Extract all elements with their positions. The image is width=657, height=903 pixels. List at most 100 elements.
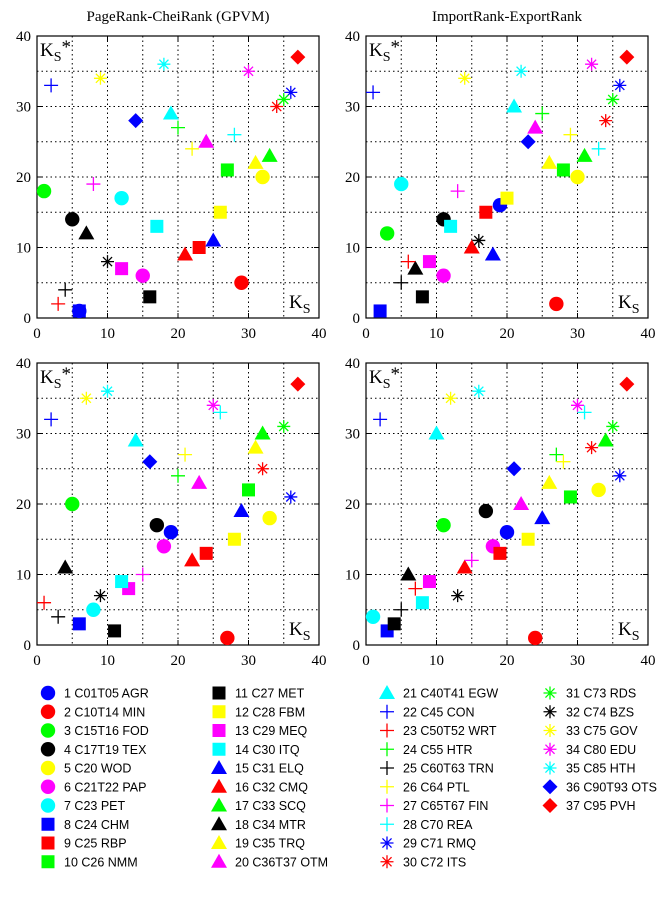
data-point-11 bbox=[108, 624, 122, 638]
legend-marker bbox=[211, 835, 227, 849]
data-point-26 bbox=[556, 454, 571, 469]
data-point-19 bbox=[541, 154, 558, 169]
data-point-10 bbox=[242, 483, 255, 497]
legend-marker bbox=[40, 704, 56, 719]
data-point-27 bbox=[464, 553, 479, 568]
panel-1: PageRank-CheiRank (GPVM) 0 10 20 30 40 0 10 20 30… bbox=[16, 9, 327, 342]
data-points bbox=[37, 376, 306, 646]
data-point-31 bbox=[606, 92, 620, 106]
legend-item-23: 23 C50T52 WRT bbox=[380, 723, 497, 738]
panel-title: PageRank-CheiRank (GPVM) bbox=[87, 9, 270, 25]
data-point-2 bbox=[528, 630, 543, 646]
data-point-22 bbox=[44, 78, 59, 93]
x-tick-label: 40 bbox=[641, 653, 656, 669]
x-tick-label: 0 bbox=[33, 326, 41, 342]
data-point-12 bbox=[500, 191, 514, 205]
data-point-14 bbox=[444, 219, 458, 233]
data-point-35 bbox=[101, 384, 114, 398]
data-point-5 bbox=[591, 482, 606, 498]
data-point-32 bbox=[101, 255, 114, 269]
legend-label: 12 C28 FBM bbox=[235, 705, 305, 719]
legend-marker bbox=[542, 798, 558, 813]
legend-marker bbox=[41, 836, 55, 850]
data-point-18 bbox=[57, 559, 74, 574]
legend-marker bbox=[543, 724, 557, 737]
data-point-7 bbox=[365, 609, 381, 624]
legend-marker bbox=[212, 705, 226, 719]
legend-label: 14 C30 ITQ bbox=[235, 743, 300, 757]
x-tick-label: 10 bbox=[429, 653, 444, 669]
legend-item-13: 13 C29 MEQ bbox=[212, 724, 308, 738]
data-points bbox=[36, 49, 306, 319]
legend-label: 2 C10T14 MIN bbox=[64, 705, 145, 719]
legend-marker bbox=[211, 760, 227, 774]
x-axis-label: KS bbox=[289, 292, 311, 317]
data-point-25 bbox=[394, 602, 409, 617]
legend-marker bbox=[543, 705, 557, 719]
legend-marker bbox=[40, 779, 56, 794]
y-tick-label: 40 bbox=[16, 29, 31, 45]
legend-marker bbox=[40, 685, 56, 701]
data-point-31 bbox=[277, 92, 291, 106]
data-point-6 bbox=[156, 539, 172, 554]
legend-label: 26 C64 PTL bbox=[403, 780, 470, 794]
legend-item-17: 17 C33 SCQ bbox=[211, 797, 306, 813]
data-point-23 bbox=[37, 595, 52, 610]
data-point-29 bbox=[613, 469, 627, 483]
legend-label: 32 C74 BZS bbox=[566, 705, 634, 719]
x-tick-label: 30 bbox=[570, 326, 585, 342]
legend-marker bbox=[543, 761, 557, 775]
legend-item-32: 32 C74 BZS bbox=[543, 705, 634, 719]
data-points bbox=[366, 49, 635, 318]
legend-item-22: 22 C45 CON bbox=[380, 704, 475, 719]
data-point-36 bbox=[128, 113, 144, 129]
legend-item-16: 16 C32 CMQ bbox=[211, 778, 308, 794]
legend-marker bbox=[41, 855, 55, 869]
data-point-11 bbox=[415, 290, 429, 304]
legend-item-21: 21 C40T41 EGW bbox=[379, 685, 498, 701]
data-point-2 bbox=[220, 630, 235, 646]
legend-label: 30 C72 ITS bbox=[403, 855, 466, 869]
data-point-5 bbox=[570, 169, 585, 185]
data-point-34 bbox=[585, 57, 599, 71]
legend-label: 29 C71 RMQ bbox=[403, 837, 476, 851]
data-point-28 bbox=[591, 141, 606, 156]
data-point-7 bbox=[86, 602, 101, 617]
legend-label: 18 C34 MTR bbox=[235, 818, 306, 832]
legend-item-2: 2 C10T14 MIN bbox=[40, 704, 145, 719]
data-point-9 bbox=[192, 241, 206, 254]
data-point-16 bbox=[177, 246, 194, 261]
legend-item-5: 5 C20 WOD bbox=[40, 760, 131, 776]
data-point-27 bbox=[86, 177, 101, 192]
x-tick-label: 10 bbox=[429, 326, 444, 342]
legend-item-12: 12 C28 FBM bbox=[212, 705, 305, 719]
legend-marker bbox=[380, 855, 394, 869]
data-point-11 bbox=[143, 290, 157, 304]
y-tick-label: 0 bbox=[353, 311, 361, 327]
data-point-19 bbox=[541, 474, 558, 489]
data-point-17 bbox=[576, 147, 593, 162]
data-point-18 bbox=[400, 566, 417, 581]
legend: 1 C01T05 AGR 2 C10T14 MIN 3 C15T16 FOD 4 C1… bbox=[40, 685, 657, 869]
data-point-1 bbox=[499, 525, 515, 540]
data-point-30 bbox=[599, 114, 613, 128]
data-point-36 bbox=[506, 461, 522, 477]
scatter-panels: PageRank-CheiRank (GPVM)0 10 20 30 400102030… bbox=[16, 9, 656, 669]
legend-item-14: 14 C30 ITQ bbox=[212, 742, 300, 757]
legend-item-26: 26 C64 PTL bbox=[380, 779, 470, 794]
data-point-32 bbox=[472, 233, 486, 247]
data-point-5 bbox=[255, 169, 270, 185]
legend-label: 4 C17T19 TEX bbox=[64, 743, 147, 757]
data-point-29 bbox=[613, 78, 627, 92]
legend-label: 20 C36T37 OTM bbox=[235, 855, 328, 869]
legend-marker bbox=[40, 760, 56, 776]
data-point-1 bbox=[163, 525, 179, 540]
data-point-28 bbox=[577, 405, 592, 420]
data-point-22 bbox=[373, 412, 388, 427]
legend-item-27: 27 C65T67 FIN bbox=[380, 798, 488, 813]
data-point-16 bbox=[463, 239, 480, 254]
legend-item-8: 8 C24 CHM bbox=[41, 817, 129, 832]
legend-label: 23 C50T52 WRT bbox=[403, 724, 497, 738]
data-point-14 bbox=[115, 575, 129, 589]
legend-item-9: 9 C25 RBP bbox=[41, 836, 127, 851]
